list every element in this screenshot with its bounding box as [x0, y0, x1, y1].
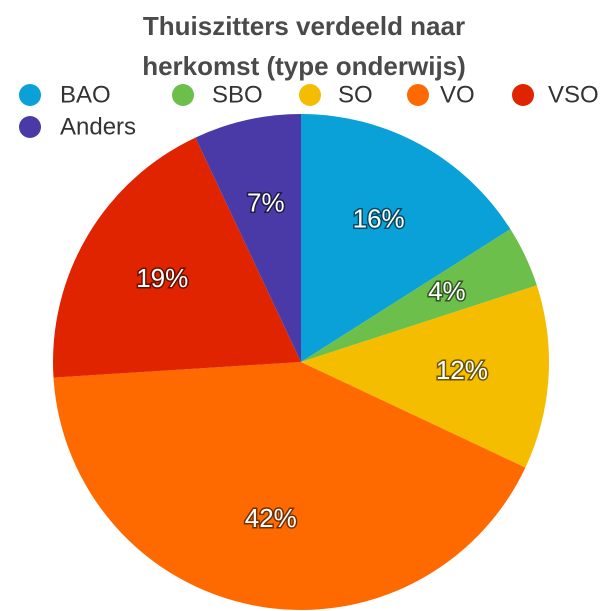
chart-title: Thuiszitters verdeeld naar herkomst (typ… — [142, 11, 466, 81]
data-label: 4% — [428, 276, 466, 306]
legend-label: Anders — [60, 113, 136, 140]
legend-label: SBO — [212, 81, 263, 108]
legend-label: SO — [338, 81, 373, 108]
data-label: 12% — [436, 355, 488, 385]
pie-slice — [301, 114, 511, 362]
pie-slice — [52, 137, 301, 378]
pie-slice — [53, 362, 526, 610]
data-label: 42% — [245, 503, 297, 533]
legend-marker — [299, 84, 321, 106]
data-label: 7% — [247, 188, 285, 218]
legend-marker — [19, 116, 41, 138]
legend-label: VO — [440, 81, 475, 108]
data-label: 19% — [136, 263, 188, 293]
legend-marker — [512, 84, 534, 106]
legend-label: VSO — [548, 81, 599, 108]
legend-marker — [407, 84, 429, 106]
data-label: 16% — [353, 204, 405, 234]
legend-marker — [172, 84, 194, 106]
pie-slice — [301, 229, 537, 362]
legend-marker — [19, 84, 41, 106]
pie-slice — [301, 285, 549, 468]
pie-slice — [195, 114, 301, 362]
legend-label: BAO — [60, 81, 111, 108]
